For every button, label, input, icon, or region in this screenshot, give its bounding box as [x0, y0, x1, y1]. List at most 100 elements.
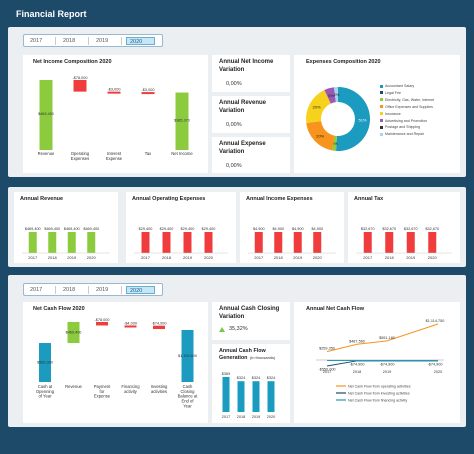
ncf-year-label: 2017	[323, 370, 331, 374]
cash-flow-data-label: $869,300	[37, 361, 53, 365]
cash-generation-card: Annual Cash Flow Generation (in thousand…	[212, 344, 290, 423]
cash-generation-year-label: 2020	[267, 415, 275, 419]
cash-flow-category-label: Cash Closing Balance at End of Year	[178, 384, 199, 408]
annual-bar	[254, 232, 263, 253]
annual-data-label: $469,400	[25, 227, 41, 231]
year-button-2018-cash[interactable]: 2018	[60, 286, 89, 294]
annual-ncf-title: Annual Net Cash Flow	[306, 306, 365, 312]
cash-flow-bar	[67, 321, 80, 344]
annual-year-label: 2020	[204, 255, 214, 260]
expenses-legend-item: Legal Fee	[380, 90, 434, 97]
cash-generation-bar	[252, 381, 260, 412]
cash-generation-data-label: $324	[237, 376, 245, 380]
ncf-data-label: -$74,900	[380, 362, 395, 366]
expenses-slice-label: 20%	[313, 105, 321, 110]
up-arrow-icon	[219, 327, 225, 332]
annual-data-label: $29,400	[139, 227, 153, 231]
annual-revenue-card: Annual Revenue $469,400 2017 $469,400 2018 $…	[14, 192, 118, 263]
legend-label: Electricity, Gas, Water, Internet	[385, 97, 435, 102]
net-cash-flow-chart: $869,300 Cash at Openning of Year $469,400 Re…	[36, 318, 199, 408]
ncf-legend-label: Net Cash Flow from operating activities	[348, 384, 411, 388]
expenses-pie-slice	[324, 87, 336, 104]
expenses-legend-item: Insurance	[380, 111, 434, 118]
cash-generation-year-label: 2018	[237, 415, 245, 419]
expenses-slice-label: 2%	[332, 141, 338, 146]
annual-year-label: 2019	[183, 255, 193, 260]
annual-data-label: $32,670	[425, 227, 439, 231]
cash-generation-unit: (in thousands)	[250, 355, 276, 360]
cash-flow-bar	[153, 325, 165, 330]
legend-swatch	[380, 84, 383, 88]
annual-year-label: 2017	[141, 255, 151, 260]
legend-label: Insurance	[385, 111, 401, 116]
net-income-category-label: Net Income	[171, 151, 193, 156]
ncf-data-label: $1,114,750	[426, 319, 445, 323]
ncf-data-label: $487,560	[349, 339, 365, 343]
expenses-legend-item: Office Expenses and Supplies	[380, 104, 434, 111]
expenses-legend: Accountant Salary Legal Fee Electricity, G…	[380, 83, 434, 138]
annual-tax-title: Annual Tax	[354, 196, 384, 202]
net-income-data-label: -$3,000	[108, 88, 121, 92]
year-button-2020[interactable]: 2020	[126, 37, 155, 45]
ncf-data-label: -$74,900	[350, 362, 365, 366]
net-income-chart: $469,400 Revenue -$78,000 Operating Expenses…	[38, 76, 194, 161]
cash-closing-value: 35,32%	[229, 326, 248, 332]
net-cash-flow-title: Net Cash Flow 2020	[33, 306, 85, 312]
cash-generation-title: Annual Cash Flow Generation	[219, 348, 266, 361]
cash-flow-category-label: Cash at Openning of Year	[36, 384, 55, 399]
net-income-category-label: Interest Expense	[106, 151, 123, 161]
annuals-panel: Annual Revenue $469,400 2017 $469,400 2018 $…	[8, 187, 466, 267]
year-button-2017-cash[interactable]: 2017	[27, 286, 56, 294]
year-button-2020-cash[interactable]: 2020	[126, 286, 155, 294]
expenses-pie-slice	[333, 87, 338, 103]
legend-label: Legal Fee	[385, 90, 401, 95]
annual-bar	[406, 232, 415, 253]
cash-panel: 2017 2018 2019 2020 Net Cash Flow 2020 $…	[8, 275, 466, 427]
legend-swatch	[380, 105, 383, 109]
expenses-card: Expenses Composition 2020 51% 2% 20% 20% 5% 2…	[294, 55, 460, 173]
ncf-data-label: $591,180	[379, 336, 395, 340]
kpi-expense-value: 0,00%	[226, 163, 242, 169]
cash-generation-year-label: 2017	[222, 415, 230, 419]
legend-label: Accountant Salary	[385, 84, 415, 88]
annual-bar	[162, 232, 171, 253]
annual-opex-title: Annual Operating Expenses	[132, 196, 206, 202]
kpi-net-income-title: Annual Net Income Variation	[219, 59, 274, 73]
year-button-2017[interactable]: 2017	[27, 37, 56, 45]
cash-closing-card: Annual Cash Closing Variation 35,32%	[212, 302, 290, 340]
cash-generation-bar	[267, 381, 275, 412]
annual-data-label: $469,400	[44, 227, 60, 231]
legend-label: Maintenance and Repair	[385, 132, 425, 137]
annual-year-label: 2018	[162, 255, 172, 260]
annual-year-label: 2019	[406, 255, 416, 260]
annual-bar	[183, 232, 192, 253]
kpi-expense-card: Annual Expense Variation 0,00%	[212, 137, 290, 173]
year-button-2019[interactable]: 2019	[93, 37, 122, 45]
expenses-title: Expenses Composition 2020	[306, 59, 381, 65]
cash-flow-category-label: Investing activities	[151, 384, 168, 394]
ncf-year-label: 2020	[434, 370, 442, 374]
cash-flow-category-label: Revenue	[65, 384, 82, 389]
net-income-bar	[175, 92, 189, 150]
net-income-bar	[39, 80, 53, 150]
net-income-card: Net Income Composition 2020 $469,400 Reve…	[23, 55, 208, 173]
annual-tax-card: Annual Tax $32,670 2017 $32,670 2018 $32,670…	[348, 192, 460, 263]
legend-swatch	[380, 119, 383, 123]
annual-data-label: $4,900	[311, 227, 323, 231]
annual-bar	[87, 232, 96, 253]
kpi-revenue-title: Annual Revenue Variation	[219, 100, 267, 114]
ncf-year-label: 2019	[383, 370, 391, 374]
annual-year-label: 2020	[313, 255, 323, 260]
annual-data-label: $32,670	[382, 227, 396, 231]
ncf-series-line	[326, 323, 439, 353]
cash-flow-category-label: Financing activity	[121, 384, 140, 394]
net-income-data-label: $469,400	[38, 112, 54, 116]
ncf-data-label: -$74,900	[428, 362, 443, 366]
annual-data-label: $32,670	[404, 227, 418, 231]
year-selector-bottom: 2017 2018 2019 2020	[23, 283, 163, 296]
annual-year-label: 2018	[48, 255, 58, 260]
ncf-data-label: -$550,000	[318, 368, 335, 372]
year-button-2019-cash[interactable]: 2019	[93, 286, 122, 294]
net-income-bar	[107, 91, 121, 94]
year-button-2018[interactable]: 2018	[60, 37, 89, 45]
